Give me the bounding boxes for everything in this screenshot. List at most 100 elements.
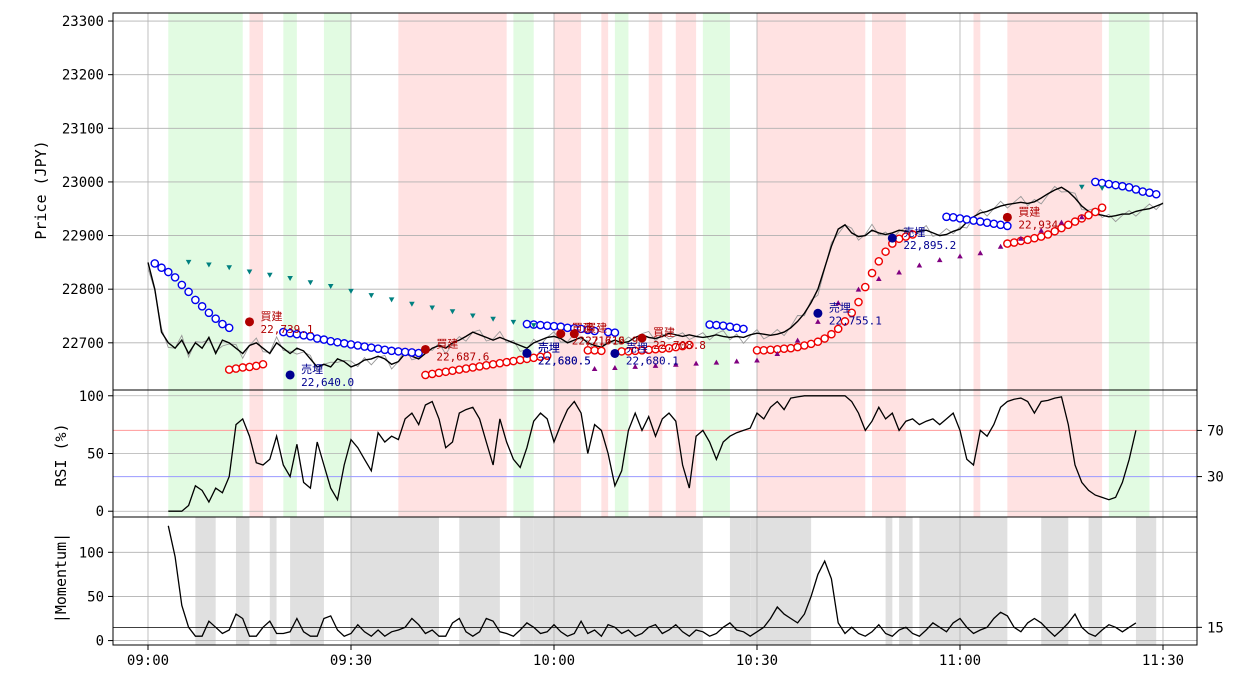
upper-band-marker (1151, 189, 1161, 199)
red-shade-region (1007, 13, 1103, 390)
trade-value: 22,680.5 (538, 354, 591, 367)
green-shade-region (1108, 13, 1150, 390)
lower-band-marker (529, 353, 539, 363)
upper-band-marker (1104, 179, 1114, 189)
buy-trade-marker (569, 329, 579, 339)
red-shade-region (648, 13, 663, 390)
stop-up-marker (876, 275, 882, 281)
sell-trade-marker (610, 348, 620, 358)
lower-band-marker (1084, 210, 1093, 220)
trade-value: 22,708.8 (653, 339, 706, 352)
lower-band-marker (786, 343, 796, 353)
upper-band-marker (1118, 181, 1127, 191)
sell-trade-marker (522, 348, 532, 358)
stop-up-marker (673, 361, 679, 367)
stop-down-marker (185, 259, 192, 265)
trade-label: 売埋 (538, 341, 560, 354)
lower-band-marker (874, 256, 884, 266)
green-shade-region (614, 13, 629, 390)
y-tick-label-right: 70 (1207, 423, 1224, 439)
panel-frame (112, 516, 1198, 646)
trade-label: 買建 (261, 309, 283, 323)
stop-down-marker (1099, 185, 1105, 191)
stop-down-marker (449, 309, 456, 315)
stop-up-marker (774, 351, 781, 357)
upper-band-marker (360, 342, 369, 351)
y-tick-label: 22700 (62, 336, 104, 352)
lower-band-marker (542, 351, 552, 360)
lower-band-marker (1050, 226, 1060, 236)
red-shade-region (872, 13, 906, 390)
gray-shade-region (269, 517, 277, 645)
trade-label: 買建 (653, 325, 675, 339)
lower-band-marker (1030, 233, 1039, 243)
trade-value: 22,716.9 (572, 335, 625, 348)
lower-band-marker (495, 358, 505, 368)
red-shade-region (472, 13, 507, 390)
lower-band-marker (827, 329, 836, 339)
buy-trade-marker (556, 329, 566, 339)
stop-up-marker (1079, 214, 1085, 220)
lower-band-marker (441, 367, 451, 377)
lower-band-marker (847, 308, 857, 318)
stop-up-marker (957, 253, 963, 259)
trade-label: 売埋 (829, 301, 851, 314)
lower-band-marker (833, 324, 843, 334)
trade-value: 22,680.1 (626, 354, 679, 367)
gray-shade-region (351, 517, 439, 645)
lower-band-marker (245, 362, 254, 372)
lower-band-marker (820, 334, 829, 343)
stop-up-marker (591, 366, 598, 372)
stop-down-marker (530, 323, 537, 329)
stop-down-marker (327, 283, 334, 289)
upper-band-marker (414, 348, 423, 358)
momentum-axis-label: |Momentum| (52, 533, 70, 623)
upper-band-marker (218, 319, 227, 329)
green-shade-region (513, 13, 534, 390)
trade-value: 22,895.2 (903, 239, 956, 252)
lower-band-marker (908, 230, 917, 239)
stop-up-marker (916, 262, 923, 268)
stop-up-marker (754, 357, 760, 363)
upper-band-marker (157, 263, 166, 273)
stop-up-marker (997, 243, 1004, 249)
stop-up-marker (693, 360, 699, 366)
stop-up-marker (733, 358, 740, 364)
momentum-line (167, 525, 1137, 638)
lower-band-marker (1097, 203, 1107, 212)
lower-band-marker (461, 364, 471, 373)
stop-down-marker (388, 297, 395, 303)
gray-shade-region (919, 517, 1008, 645)
lower-band-marker (881, 247, 890, 256)
stop-down-marker (510, 319, 517, 325)
red-shade-region (675, 13, 697, 390)
x-tick-label: 11:30 (1142, 653, 1184, 669)
upper-band-marker (969, 216, 978, 225)
lower-band-marker (1091, 207, 1100, 217)
lower-band-marker (800, 341, 809, 350)
upper-band-marker (590, 326, 599, 336)
green-shade-region (323, 13, 351, 390)
lower-band-marker (475, 362, 484, 371)
stop-down-marker (246, 269, 253, 275)
trade-value: 22,680.5 (538, 354, 591, 367)
y-tick-label: 50 (87, 589, 104, 605)
y-tick-label: 0 (96, 634, 104, 650)
upper-band-marker (982, 218, 992, 227)
stop-down-marker (1079, 184, 1085, 190)
upper-band-marker (610, 328, 620, 337)
trade-label: 買建 (1018, 204, 1040, 218)
y-tick-label: 23300 (62, 14, 104, 30)
gray-shade-region (1088, 517, 1103, 645)
stop-up-marker (835, 300, 841, 306)
upper-band-marker (380, 345, 390, 355)
lower-band-marker (1009, 238, 1019, 247)
trade-label: 売埋 (538, 341, 560, 354)
red-shade-region (973, 13, 981, 390)
upper-band-marker (177, 280, 187, 290)
lower-band-marker (597, 346, 606, 356)
upper-band-marker (224, 323, 234, 333)
upper-band-marker (1145, 188, 1154, 197)
gray-shade-region (1135, 517, 1157, 645)
lower-band-marker (515, 355, 525, 365)
